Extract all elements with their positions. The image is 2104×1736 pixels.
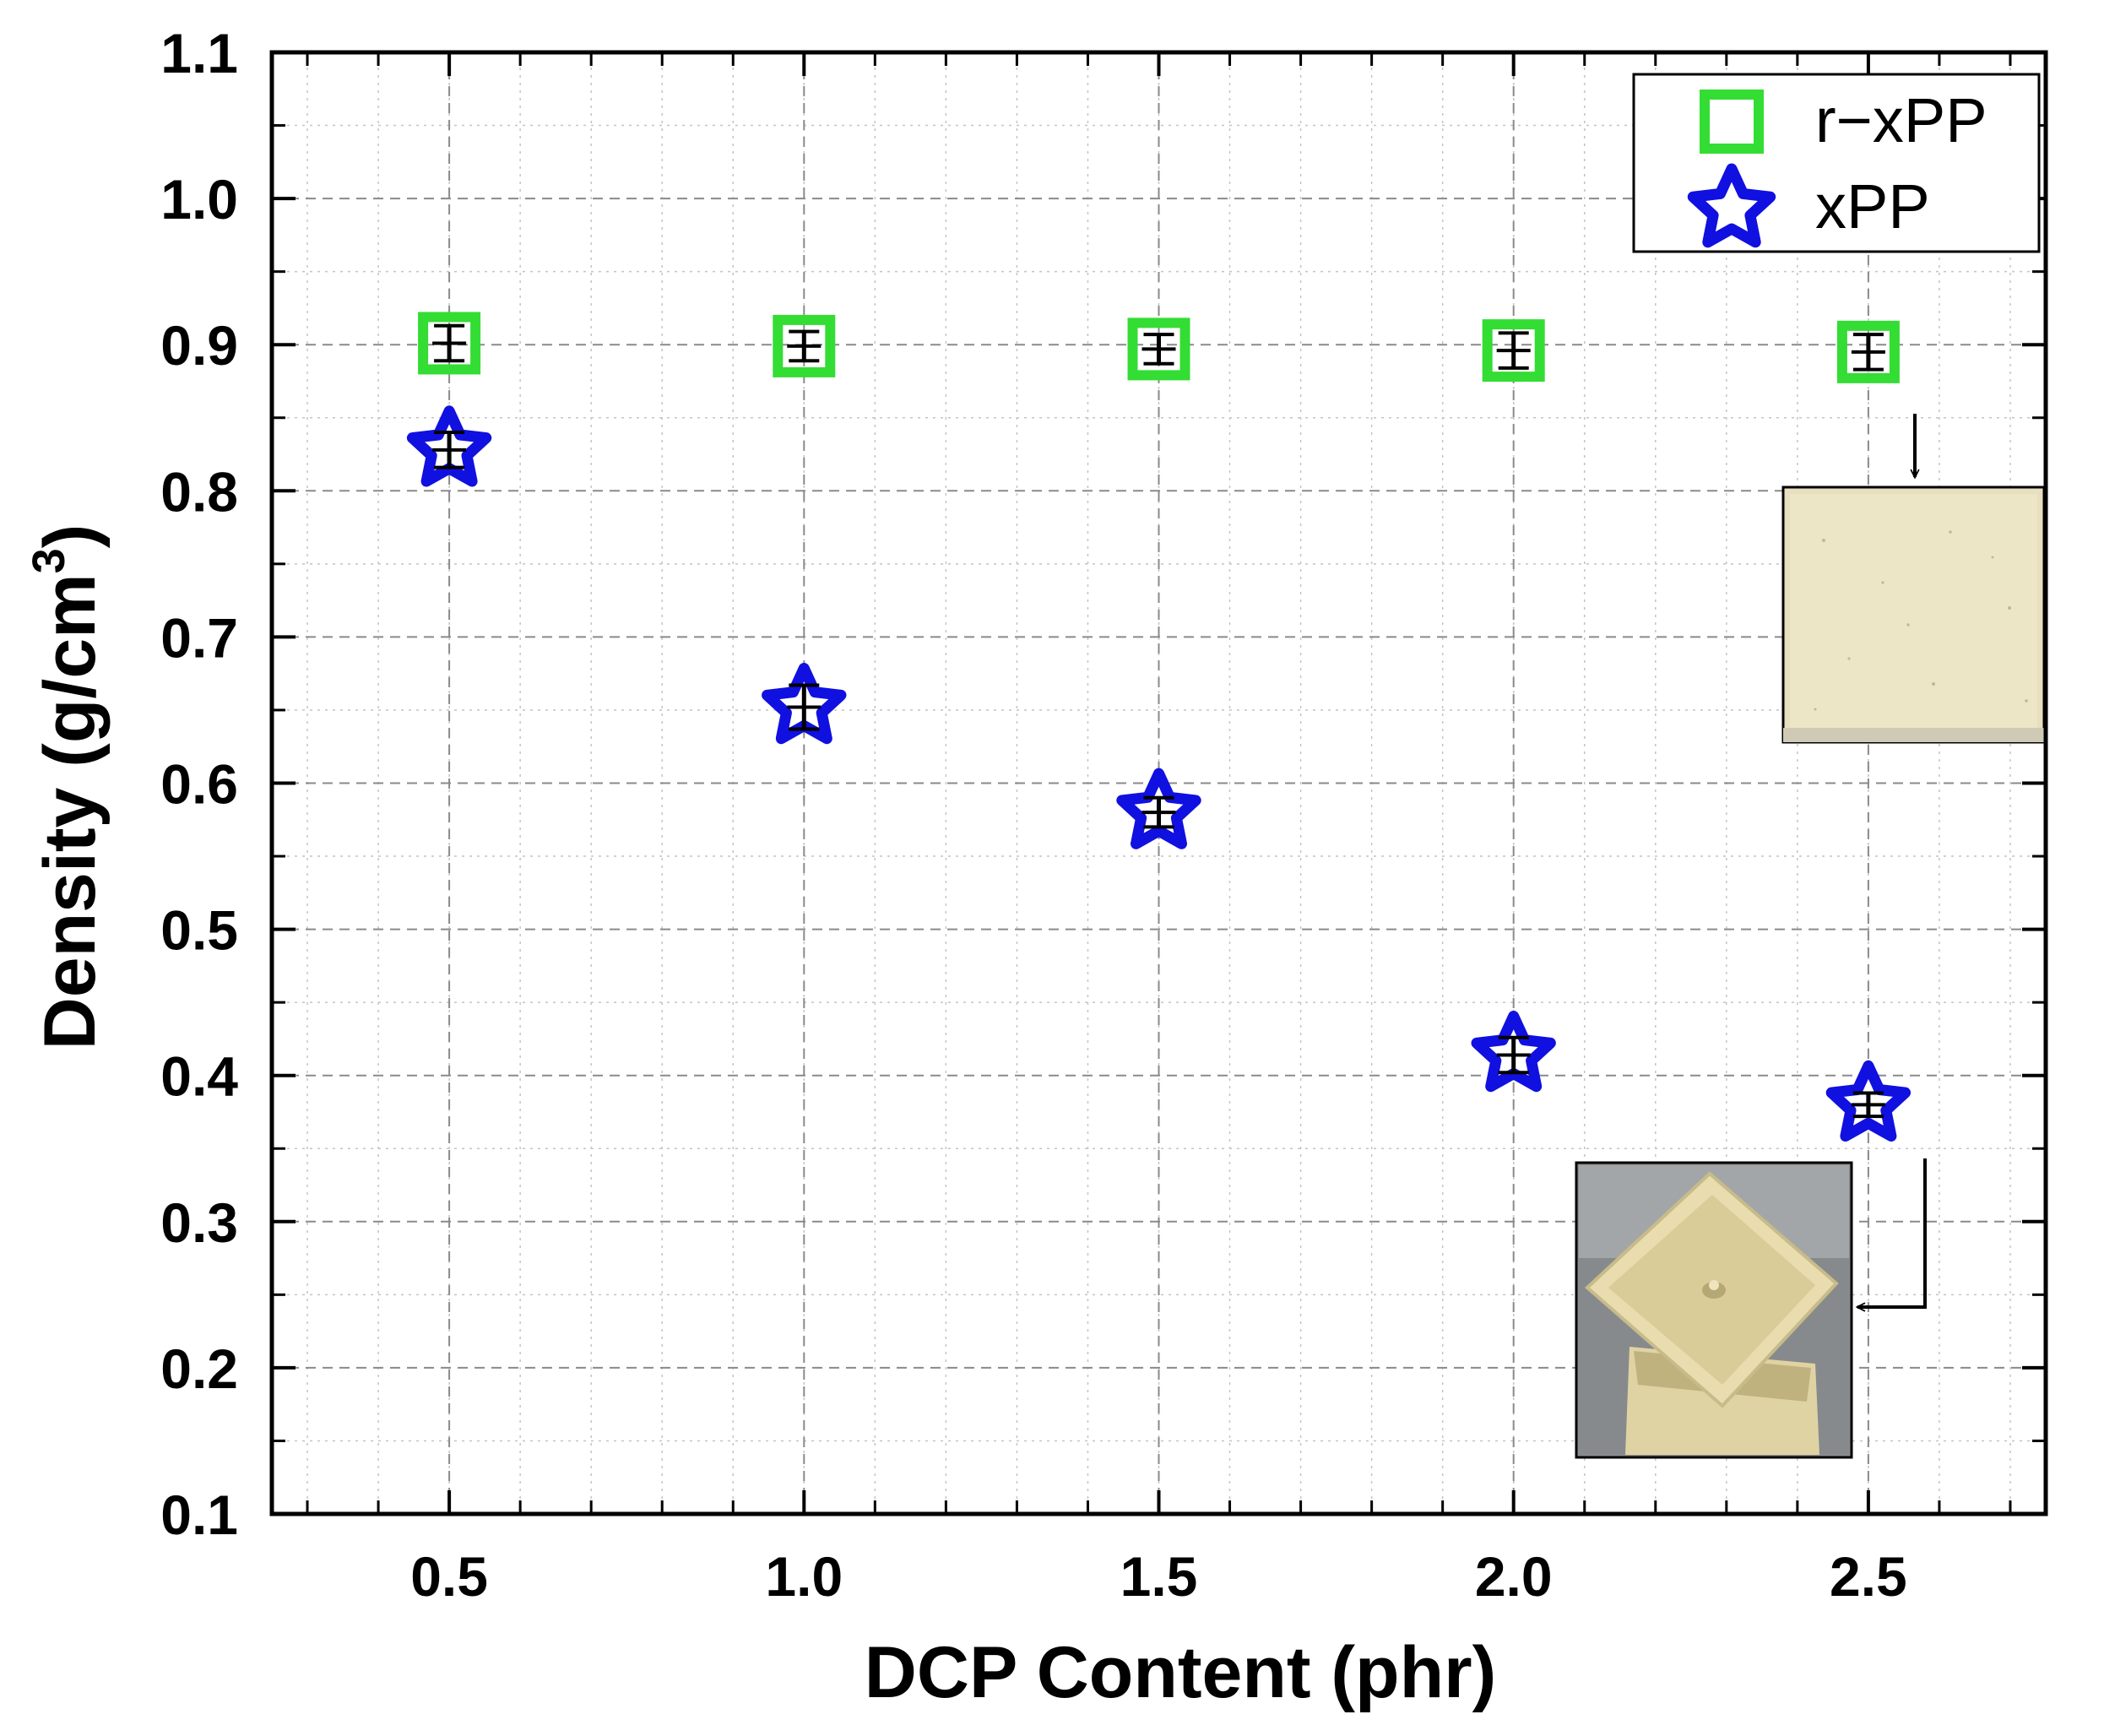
y-tick-label: 0.1 [160, 1484, 238, 1546]
x-tick-label: 1.0 [765, 1545, 843, 1608]
data-point-r-xpp [773, 314, 836, 377]
svg-text:Density (g/cm3): Density (g/cm3) [24, 524, 111, 1050]
x-tick-label: 2.0 [1475, 1545, 1553, 1608]
y-tick-label: 0.9 [160, 314, 238, 377]
inset-photo-rxpp [1781, 486, 2046, 744]
inset-arrows [1857, 414, 1927, 1307]
y-tick-label: 0.5 [160, 899, 238, 962]
y-tick-label: 0.3 [160, 1191, 238, 1254]
y-tick-labels: 0.1 0.2 0.3 0.4 0.5 0.6 0.7 0.8 0.9 1.0 1.1 [160, 22, 238, 1546]
data-point-r-xpp [1836, 320, 1900, 383]
data-point-r-xpp [1127, 317, 1190, 381]
x-tick-label: 2.5 [1830, 1545, 1907, 1608]
y-tick-label: 0.2 [160, 1337, 238, 1400]
legend-label-xpp: xPP [1815, 171, 1930, 241]
inset-photo-xpp [1575, 1161, 1853, 1459]
y-tick-label: 1.0 [160, 168, 238, 231]
series-r-xpp [418, 312, 1900, 383]
legend-marker-xpp [1687, 163, 1776, 248]
y-axis-title-sup: 3 [24, 548, 74, 573]
y-tick-label: 0.4 [160, 1045, 238, 1108]
legend-label-r-xpp: r−xPP [1815, 85, 1987, 155]
series-xpp [406, 405, 1911, 1142]
legend: r−xPP xPP [1632, 73, 2041, 253]
y-axis-title-close: ) [30, 524, 111, 549]
legend-marker-r-xpp [1700, 90, 1764, 154]
data-point-r-xpp [418, 312, 481, 375]
data-point-r-xpp [1482, 319, 1545, 382]
y-axis-title: Density (g/cm3) [24, 524, 111, 1050]
x-tick-label: 1.5 [1120, 1545, 1198, 1608]
y-tick-label: 0.7 [160, 606, 238, 669]
y-axis-title-main: Density (g/cm [30, 573, 111, 1050]
x-axis-title: DCP Content (phr) [865, 1632, 1496, 1713]
plot-frame [269, 50, 2048, 1516]
y-tick-label: 0.8 [160, 460, 238, 523]
y-tick-label: 0.6 [160, 753, 238, 816]
x-tick-labels: 0.5 1.0 1.5 2.0 2.5 [410, 1545, 1907, 1608]
x-tick-label: 0.5 [410, 1545, 488, 1608]
y-tick-label: 1.1 [160, 22, 238, 84]
